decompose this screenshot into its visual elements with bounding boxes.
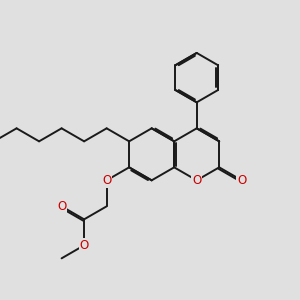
Text: O: O: [237, 174, 246, 187]
Text: O: O: [57, 200, 66, 213]
Text: O: O: [102, 174, 111, 187]
Text: O: O: [192, 174, 201, 187]
Text: O: O: [80, 239, 89, 252]
